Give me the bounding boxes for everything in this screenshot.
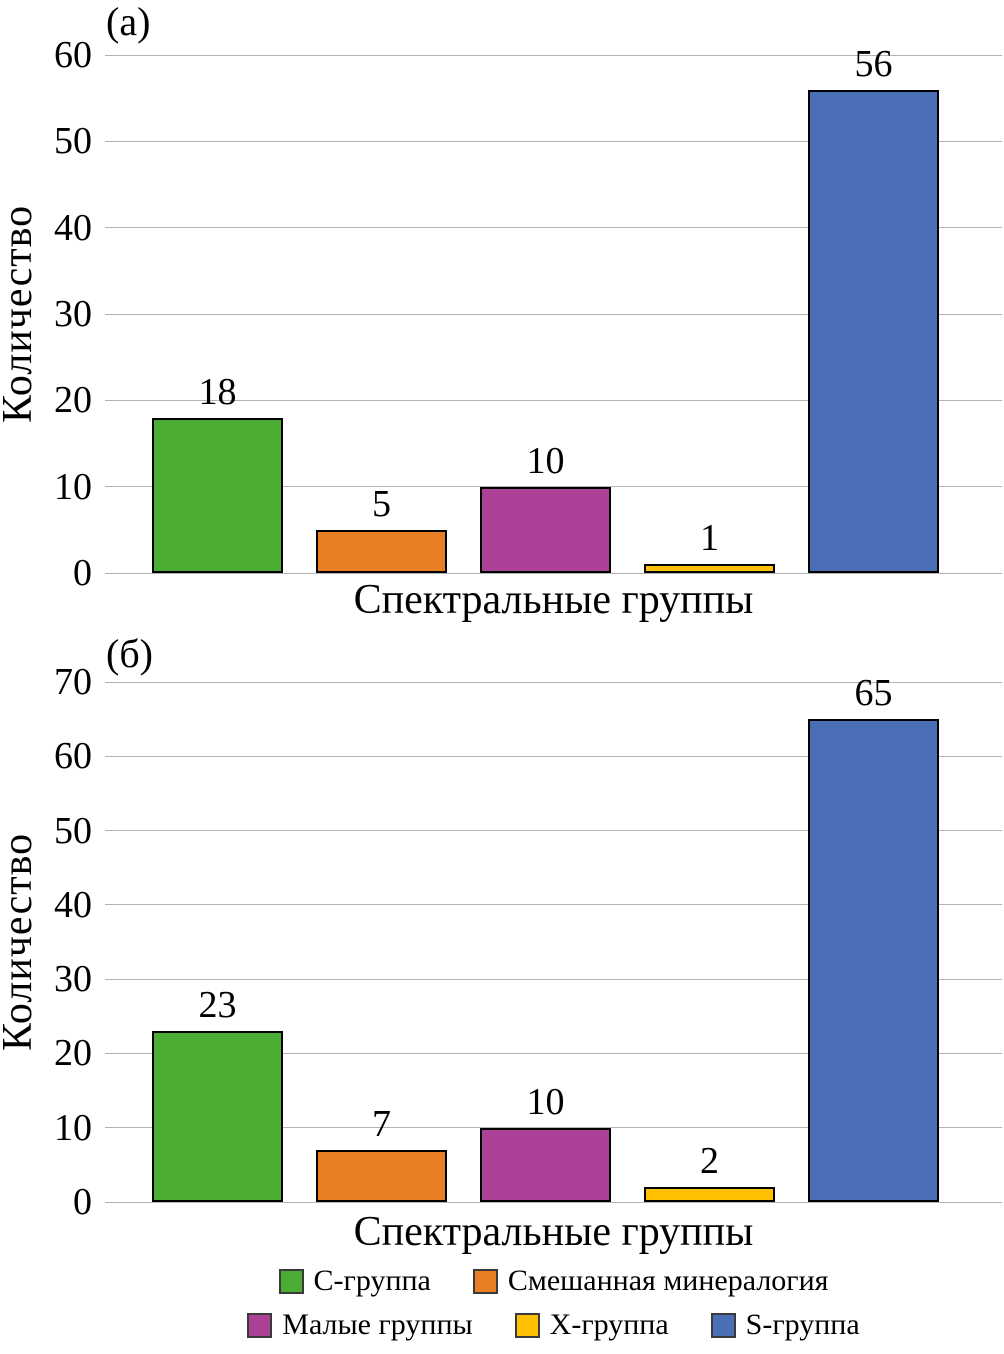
gridline xyxy=(105,830,1002,832)
gridline xyxy=(105,1052,1002,1054)
gridline xyxy=(105,227,1002,229)
bar-green xyxy=(152,417,283,573)
legend-swatch-yellow xyxy=(514,1312,540,1338)
gridline xyxy=(105,54,1002,56)
gridline xyxy=(105,978,1002,980)
y-axis-tick-label: 40 xyxy=(54,206,92,249)
panel-label-b: (б) xyxy=(106,631,153,676)
legend-row: С-группа Смешанная минералогия xyxy=(278,1263,829,1299)
bar-green xyxy=(152,1031,283,1202)
bar-value-label: 7 xyxy=(372,1103,391,1145)
bar-value-label: 23 xyxy=(198,984,237,1027)
y-axis-tick-label: 0 xyxy=(73,1181,92,1223)
gridline xyxy=(105,681,1002,683)
y-axis-tick-label: 50 xyxy=(54,809,92,852)
legend-swatch-green xyxy=(278,1268,304,1294)
y-axis-tick-label: 60 xyxy=(54,735,92,778)
legend-item: S-группа xyxy=(710,1307,860,1343)
legend-item-label: Смешанная минералогия xyxy=(507,1264,829,1297)
bar-value-label: 1 xyxy=(700,517,719,560)
bar-value-label: 5 xyxy=(372,482,391,525)
y-axis-tick-label: 40 xyxy=(54,883,92,926)
bar-value-label: 56 xyxy=(854,42,893,85)
y-axis-tick-label: 0 xyxy=(73,552,92,594)
bar-magenta xyxy=(480,486,611,573)
bar-yellow xyxy=(644,1187,775,1202)
y-axis-tick-label: 20 xyxy=(54,379,92,422)
panel-label-a: (а) xyxy=(106,0,151,44)
y-axis-tick-label: 10 xyxy=(54,1106,92,1149)
legend-swatch-magenta xyxy=(247,1312,273,1338)
plot-area-a: 0 10 20 30 40 50 60 18 5 10 1 56 xyxy=(54,36,1002,592)
bar-orange xyxy=(316,1150,447,1202)
x-axis-line xyxy=(105,1201,1002,1203)
legend-item: X-группа xyxy=(514,1307,669,1343)
bar-value-label: 2 xyxy=(700,1140,719,1183)
y-axis-tick-label: 60 xyxy=(54,34,92,76)
x-axis-label: Спектральные группы xyxy=(353,577,754,623)
bar-blue xyxy=(808,719,939,1202)
gridline xyxy=(105,399,1002,401)
x-axis-label: Спектральные группы xyxy=(353,1209,754,1255)
legend-item: С-группа xyxy=(278,1263,431,1299)
y-axis-tick-label: 30 xyxy=(54,958,92,1001)
bar-blue xyxy=(808,89,939,573)
y-axis-tick-label: 70 xyxy=(54,661,92,703)
legend-item: Смешанная минералогия xyxy=(472,1263,829,1299)
legend-item-label: S-группа xyxy=(745,1308,860,1341)
legend: С-группа Смешанная минералогия Малые групп… xyxy=(105,1263,1002,1343)
legend-swatch-orange xyxy=(472,1268,498,1294)
x-axis-line xyxy=(105,572,1002,574)
y-axis-tick-label: 50 xyxy=(54,120,92,163)
legend-item-label: Малые группы xyxy=(282,1308,473,1341)
bar-value-label: 10 xyxy=(526,439,565,482)
legend-swatch-blue xyxy=(710,1312,736,1338)
y-axis-tick-label: 20 xyxy=(54,1032,92,1075)
bar-orange xyxy=(316,529,447,573)
bar-value-label: 18 xyxy=(198,370,237,413)
legend-item-label: С-группа xyxy=(313,1264,431,1297)
legend-row: Малые группы X-группа S-группа xyxy=(247,1307,860,1343)
gridline xyxy=(105,140,1002,142)
bar-magenta xyxy=(480,1127,611,1202)
legend-item: Малые группы xyxy=(247,1307,473,1343)
y-axis-tick-label: 10 xyxy=(54,465,92,508)
bar-value-label: 65 xyxy=(854,672,893,715)
bar-yellow xyxy=(644,564,775,573)
chart-panel-a: (а) Количество 0 10 20 30 40 50 60 18 5 10 1 56 Спе… xyxy=(0,0,1004,632)
bar-value-label: 10 xyxy=(526,1080,565,1123)
gridline xyxy=(105,755,1002,757)
plot-area-b: 0 10 20 30 40 50 60 70 23 7 10 2 65 xyxy=(54,663,1002,1221)
legend-item-label: X-группа xyxy=(549,1308,669,1341)
gridline xyxy=(105,904,1002,906)
chart-panel-b: (б) Количество 0 10 20 30 40 50 60 70 23 7 10 2 65 С… xyxy=(0,632,1004,1262)
gridline xyxy=(105,313,1002,315)
y-axis-tick-label: 30 xyxy=(54,293,92,335)
